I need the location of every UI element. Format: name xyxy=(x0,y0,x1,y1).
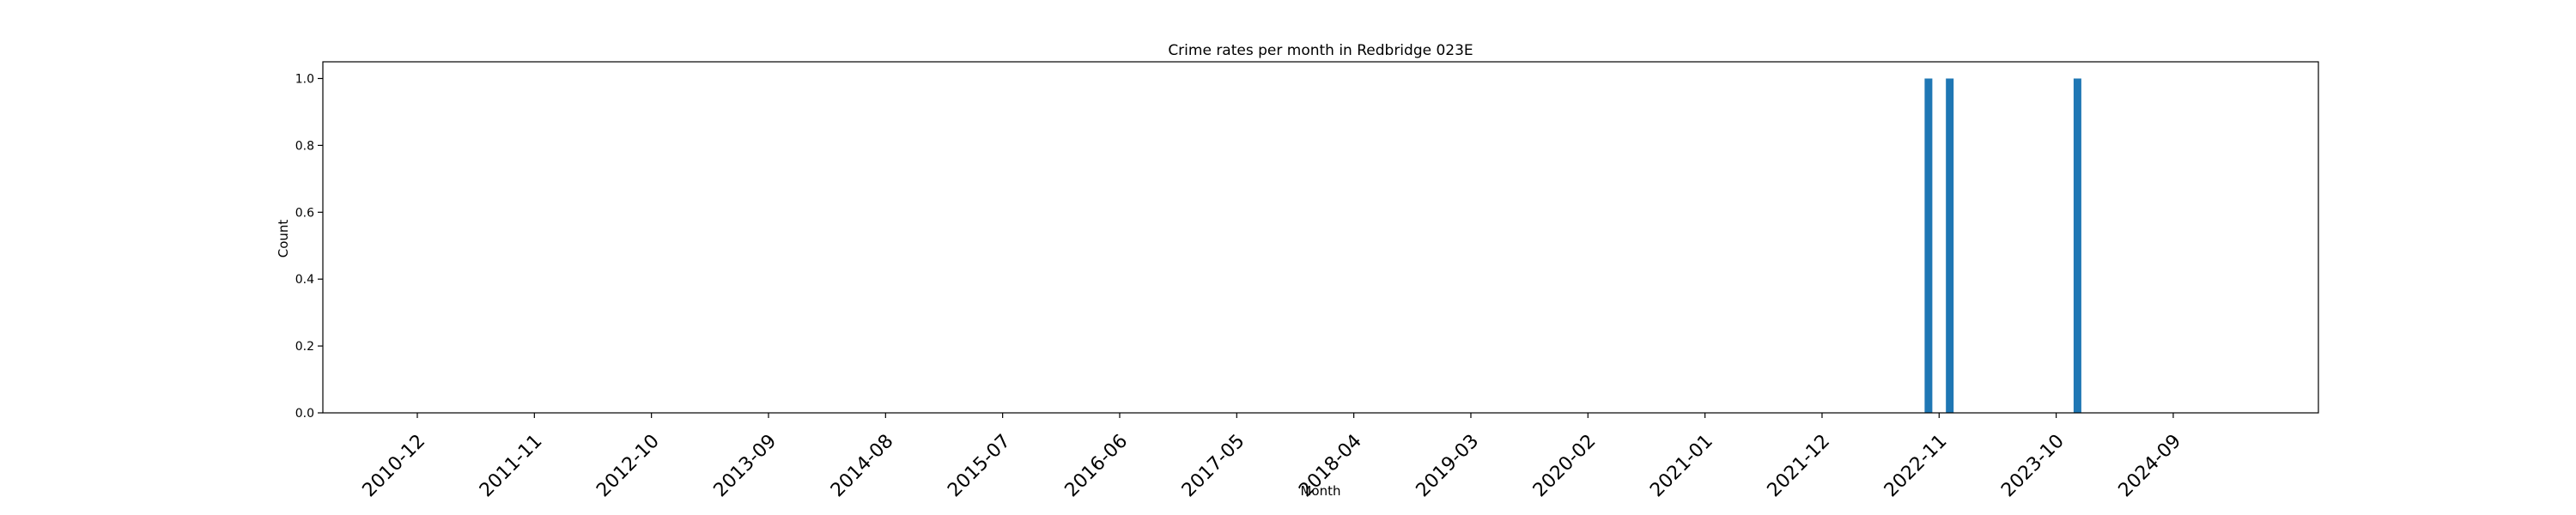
y-axis-label: Count xyxy=(276,220,291,258)
x-tick-label: 2017-05 xyxy=(1178,431,1249,502)
x-tick-label: 2023-10 xyxy=(1997,431,2069,502)
x-ticks: 2010-12 2011-11 2012-10 2013-09 2014-08 2015-… xyxy=(359,413,2186,502)
bar-2022-10 xyxy=(1924,78,1933,413)
chart-title: Crime rates per month in Redbridge 023E xyxy=(1168,42,1473,59)
y-tick-label: 0.4 xyxy=(295,273,314,287)
y-tick-label: 0.6 xyxy=(295,206,314,220)
x-tick-label: 2013-09 xyxy=(710,431,781,502)
bars-group xyxy=(1924,78,2081,413)
x-tick-label: 2010-12 xyxy=(359,431,430,502)
y-tick-label: 0.0 xyxy=(295,407,314,421)
y-tick-label: 0.2 xyxy=(295,340,314,354)
x-tick-label: 2022-11 xyxy=(1880,431,1952,502)
x-tick-label: 2024-09 xyxy=(2115,431,2186,502)
y-tick-label: 0.8 xyxy=(295,139,314,153)
y-tick-label: 1.0 xyxy=(295,72,314,86)
x-tick-label: 2021-01 xyxy=(1646,431,1717,502)
x-tick-label: 2019-03 xyxy=(1413,431,1484,502)
x-tick-label: 2020-02 xyxy=(1529,431,1601,502)
x-tick-label: 2011-11 xyxy=(476,431,547,502)
bar-2023-12 xyxy=(2073,78,2081,413)
x-tick-label: 2014-08 xyxy=(827,431,898,502)
bar-2022-12 xyxy=(1946,78,1954,413)
y-ticks: 0.0 0.2 0.4 0.6 0.8 1.0 xyxy=(295,72,323,421)
x-tick-label: 2021-12 xyxy=(1764,431,1835,502)
x-tick-label: 2015-07 xyxy=(944,431,1015,502)
x-axis-label: Month xyxy=(1300,483,1340,499)
x-tick-label: 2016-06 xyxy=(1061,431,1133,502)
x-tick-label: 2012-10 xyxy=(592,431,664,502)
plot-frame xyxy=(322,61,2319,414)
